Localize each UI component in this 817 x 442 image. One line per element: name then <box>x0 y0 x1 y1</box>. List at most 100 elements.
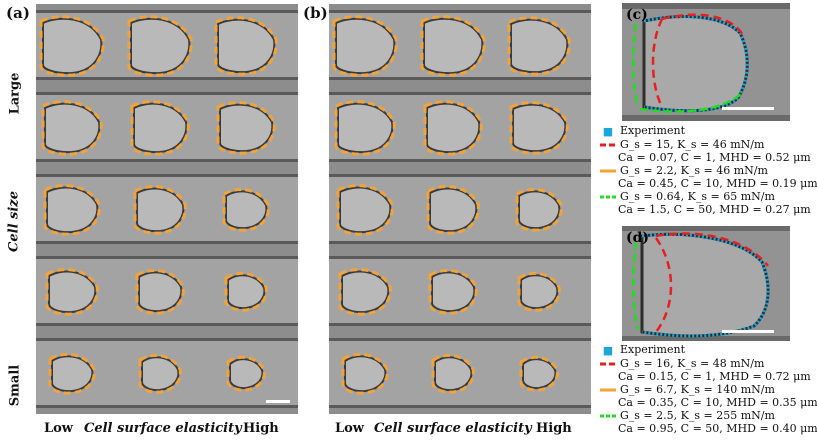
legend-d-fit3: G_s = 2.5, K_s = 255 mN/m <box>600 409 817 422</box>
cell-outline <box>135 269 185 315</box>
cell <box>335 17 396 75</box>
cell-outline <box>138 353 182 394</box>
cell-outline <box>226 355 266 392</box>
panel-a-image <box>36 4 298 414</box>
legend-d-fit3-params: Ca = 0.95, C = 50, MHD = 0.40 μm <box>618 421 817 435</box>
channel-wall <box>36 323 298 326</box>
cell <box>522 358 557 390</box>
cell-outline <box>43 184 101 236</box>
cell-outline <box>332 15 398 77</box>
legend-c-fit3-params: Ca = 1.5, C = 50, MHD = 0.27 μm <box>618 202 811 216</box>
channel-wall <box>329 256 591 259</box>
channel-wall <box>36 256 298 259</box>
panel-c-image: (c) <box>622 3 790 121</box>
cell <box>227 274 266 310</box>
cell-outline <box>338 268 392 316</box>
panel-b-image <box>329 4 591 414</box>
channel-wall <box>329 92 591 95</box>
cell <box>339 186 392 234</box>
cell <box>520 274 559 310</box>
cell-outline <box>336 184 394 236</box>
cell <box>337 102 394 154</box>
cell <box>229 358 264 390</box>
legend-d-fit1: G_s = 16, K_s = 48 mN/m <box>600 357 817 370</box>
channel-wall <box>36 77 298 80</box>
cell <box>431 271 476 313</box>
channel-wall <box>329 338 591 341</box>
cell <box>344 355 387 393</box>
cell-outline <box>426 185 480 235</box>
orange-line-icon <box>600 169 616 172</box>
panel-label-b: (b) <box>303 4 328 22</box>
experiment-marker-icon: ■ <box>602 343 614 357</box>
cell-outline <box>428 269 478 315</box>
orange-line-icon <box>600 388 616 391</box>
cell <box>426 102 481 154</box>
legend-d: ■ Experiment G_s = 16, K_s = 48 mN/m Ca =… <box>600 343 817 435</box>
legend-c-fit3: G_s = 0.64, K_s = 65 mN/m <box>600 190 817 203</box>
cell <box>136 187 185 233</box>
cell-outline <box>214 16 278 76</box>
legend-c-fit2: G_s = 2.2, K_s = 46 mN/m <box>600 164 817 177</box>
panel-label-a: (a) <box>6 4 30 22</box>
cell <box>225 190 268 230</box>
cell <box>219 103 274 153</box>
cell-outline <box>41 100 103 156</box>
channel-wall <box>329 323 591 326</box>
cell-outline <box>515 187 563 232</box>
cell <box>42 17 103 75</box>
y-axis-title: Cell size <box>6 191 22 252</box>
channel-wall <box>329 10 591 13</box>
cell-outline <box>48 352 96 395</box>
legend-d-experiment: ■ Experiment <box>600 343 817 357</box>
cell <box>138 271 183 313</box>
channel-wall <box>36 10 298 13</box>
cell-outline <box>127 15 193 77</box>
y-bottom-label: Small <box>7 364 23 407</box>
y-top-label: Large <box>7 72 23 115</box>
experiment-marker-icon: ■ <box>602 124 614 138</box>
cell-outline <box>519 355 559 392</box>
cell-outline <box>509 101 569 155</box>
cell <box>512 103 567 153</box>
x-high-label-b: High <box>536 421 572 436</box>
x-high-label-a: High <box>243 421 279 436</box>
cell <box>51 355 94 393</box>
green-dash-icon <box>600 414 616 417</box>
cell-outline <box>130 100 190 156</box>
x-axis-title-b: Cell surface elasticity <box>374 421 532 436</box>
cell <box>341 270 390 314</box>
panel-label-c: (c) <box>626 7 648 23</box>
channel-wall <box>36 159 298 162</box>
cell <box>133 102 188 154</box>
cell <box>429 187 478 233</box>
cell-outline <box>224 271 268 312</box>
x-low-label-b: Low <box>335 421 365 436</box>
channel-wall <box>36 338 298 341</box>
x-low-label-a: Low <box>44 421 74 436</box>
panel-d-image: (d) <box>622 226 790 341</box>
cell-outline <box>133 185 187 235</box>
legend-c-fit1: G_s = 15, K_s = 46 mN/m <box>600 138 817 151</box>
channel-wall <box>36 241 298 244</box>
cell <box>44 102 101 154</box>
legend-d-fit2-params: Ca = 0.35, C = 10, MHD = 0.35 μm <box>618 395 817 409</box>
legend-d-fit2: G_s = 6.7, K_s = 140 mN/m <box>600 383 817 396</box>
cell-outline <box>423 100 483 156</box>
cell <box>48 270 97 314</box>
channel-wall <box>329 174 591 177</box>
channel-wall <box>36 405 298 408</box>
cell <box>46 186 99 234</box>
green-dash-icon <box>600 195 616 198</box>
x-axis-title-a: Cell surface elasticity <box>84 421 242 436</box>
channel-wall <box>329 405 591 408</box>
legend-c-fit2-params: Ca = 0.45, C = 10, MHD = 0.19 μm <box>618 176 817 190</box>
cell-outline <box>341 352 389 395</box>
channel-wall <box>329 77 591 80</box>
legend-c: ■ Experiment G_s = 15, K_s = 46 mN/m Ca =… <box>600 124 817 216</box>
panel-label-d: (d) <box>626 230 649 246</box>
legend-d-fit1-params: Ca = 0.15, C = 1, MHD = 0.72 μm <box>618 369 811 383</box>
cell-outline <box>216 101 276 155</box>
channel-wall <box>329 159 591 162</box>
cell-outline <box>507 16 571 76</box>
